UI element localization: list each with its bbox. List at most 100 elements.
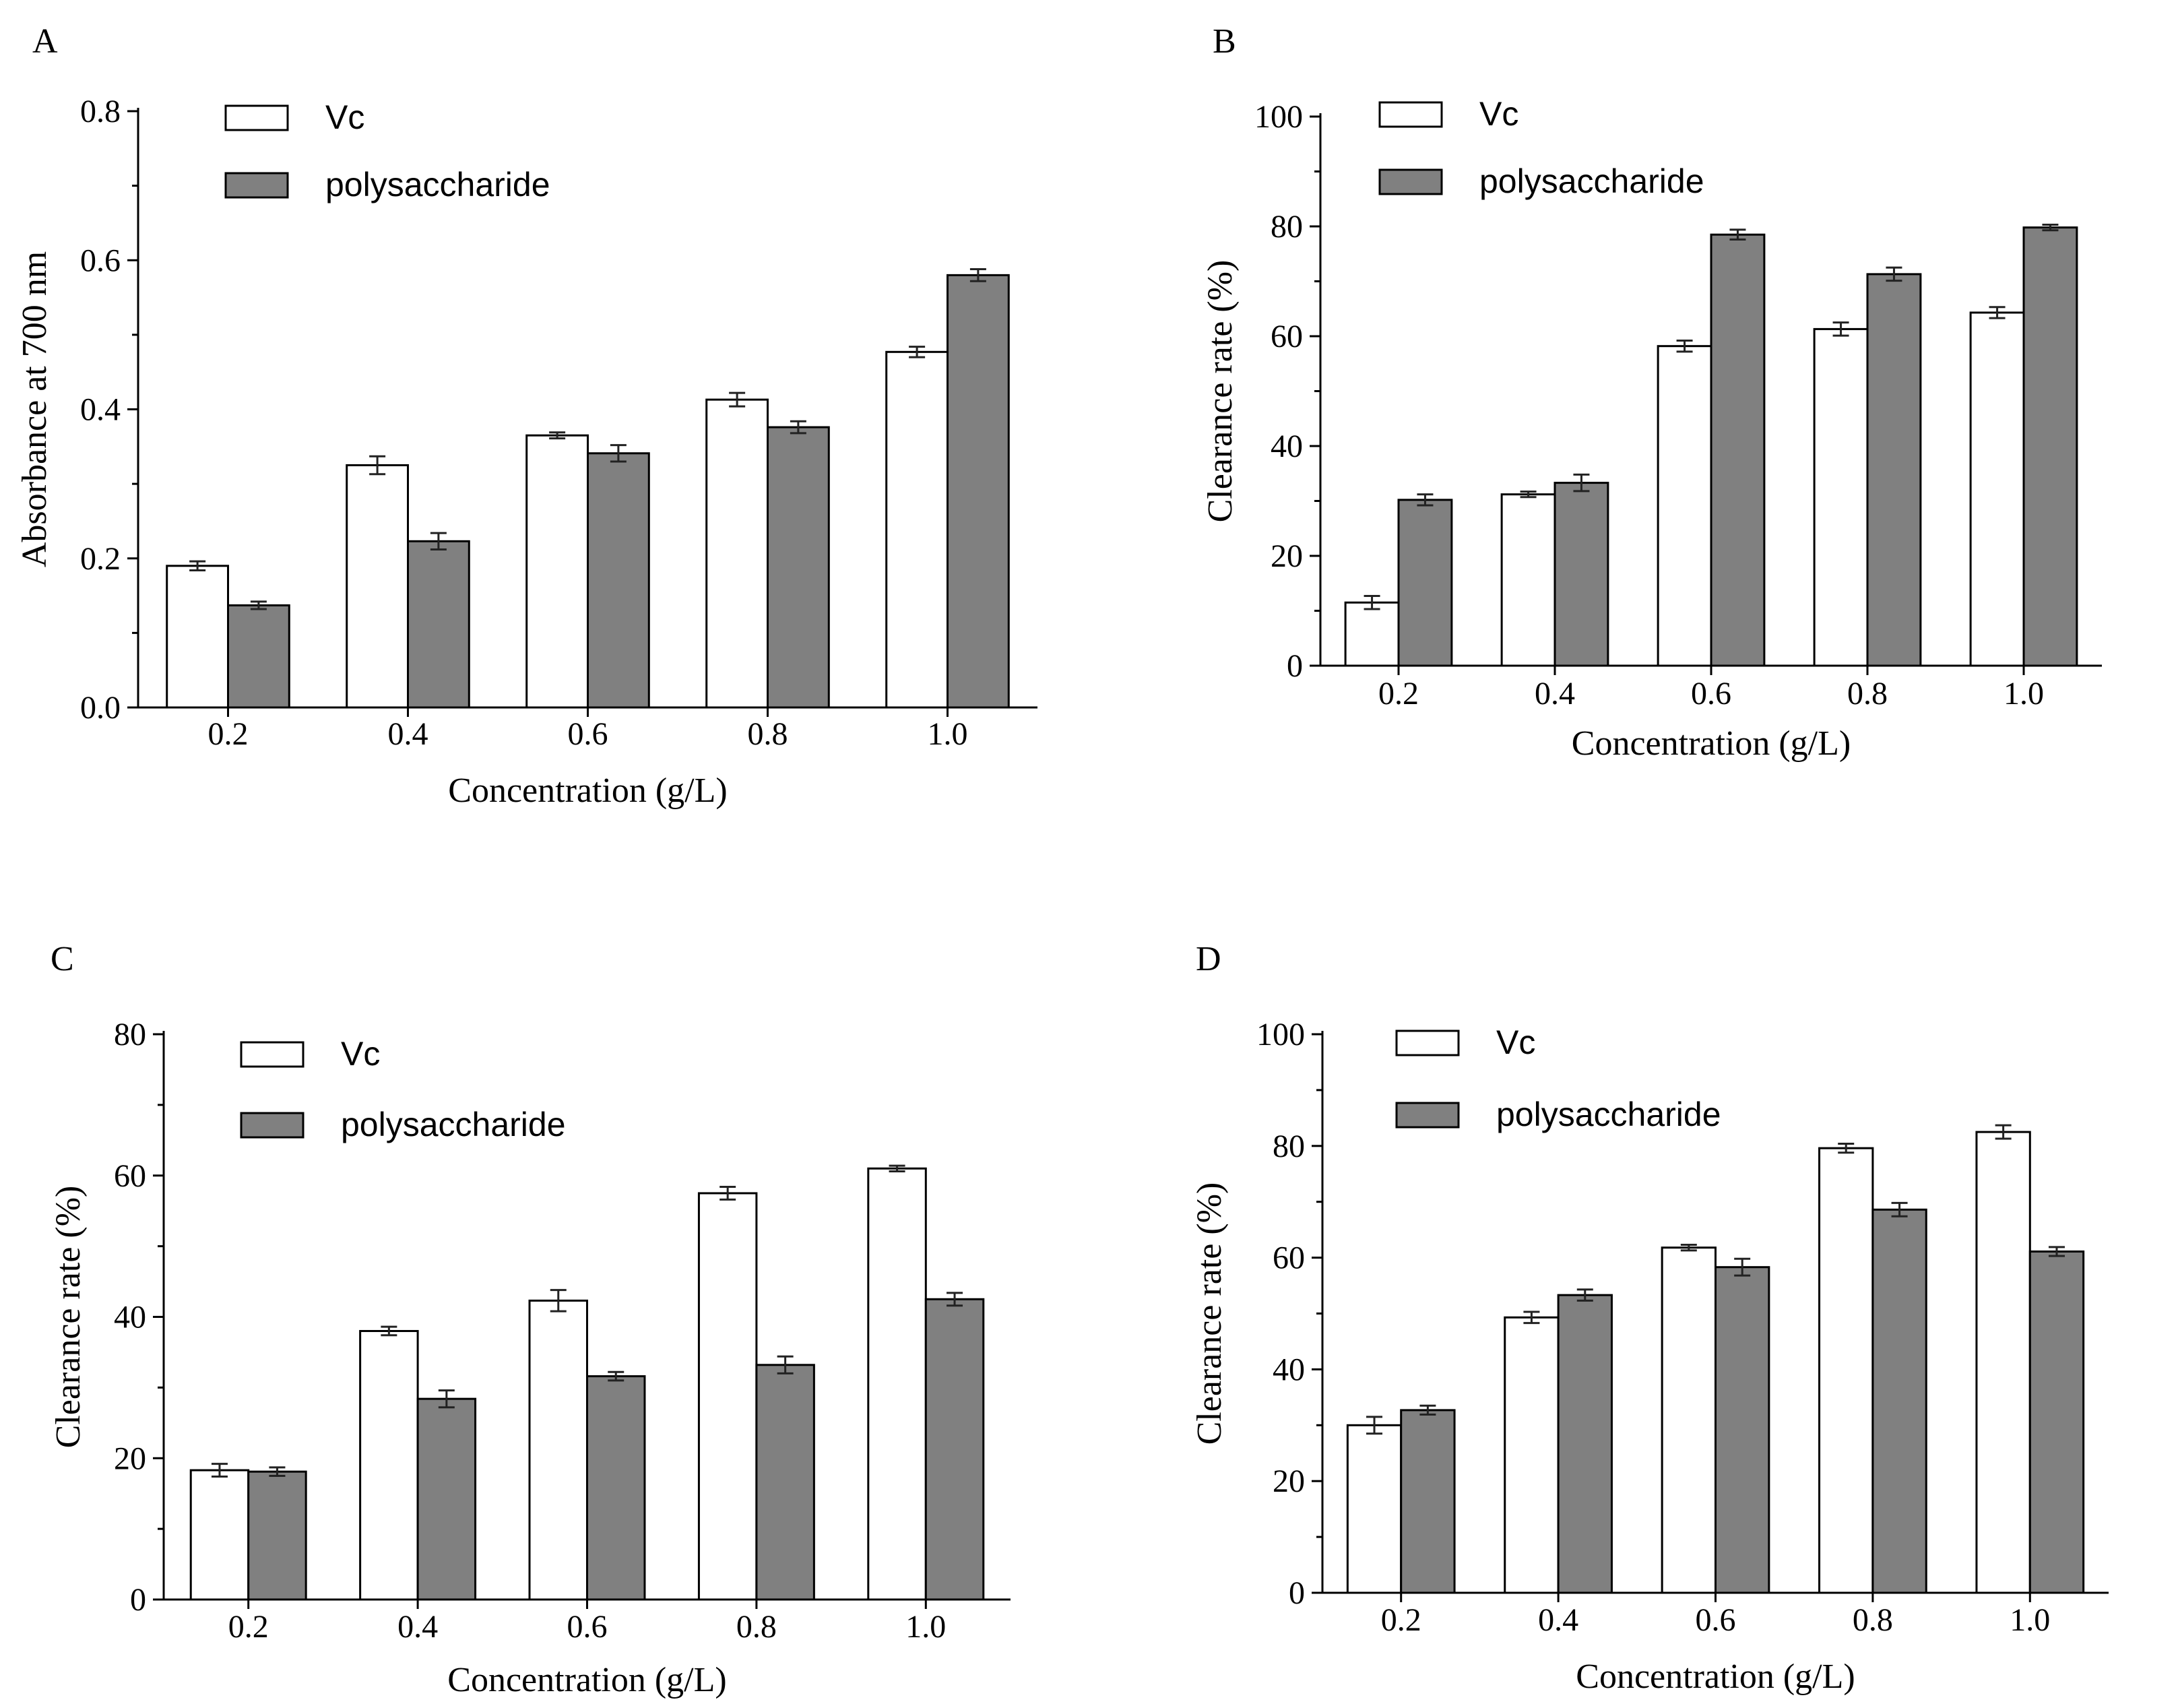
y-tick-label: 0.6	[80, 243, 121, 278]
chart-panel-a: A 0.0 0.2 0.4 0.6 0.8 0.2 0.4 0.6 0.8 1.0 Concentra…	[15, 22, 1037, 810]
error-bar-vc-3	[1838, 1142, 1855, 1154]
y-tick-label: 20	[1271, 538, 1303, 574]
y-tick-label: 60	[114, 1158, 146, 1194]
y-tick-label: 80	[114, 1017, 146, 1052]
bar-vc-4	[1975, 1131, 2031, 1594]
legend-swatch-vc	[240, 1041, 305, 1068]
legend-label-vc: Vc	[341, 1035, 380, 1073]
x-tick-label: 0.8	[1847, 676, 1888, 711]
error-bar-vc-0	[1364, 594, 1380, 610]
x-tick-label: 0.6	[568, 716, 608, 752]
error-bar-polysaccharide-0	[269, 1466, 286, 1477]
bar-vc-2	[525, 434, 589, 709]
y-tick-label: 40	[1273, 1352, 1305, 1387]
bar-polysaccharide-0	[1397, 499, 1453, 667]
error-bar-polysaccharide-0	[250, 600, 267, 610]
y-tick-label: 0.2	[80, 541, 121, 577]
legend-swatch-polysaccharide	[240, 1112, 305, 1139]
bar-vc-2	[1657, 345, 1712, 667]
error-bar-vc-2	[549, 431, 566, 440]
error-bar-polysaccharide-1	[1576, 1288, 1593, 1302]
error-bar-vc-3	[1832, 321, 1849, 337]
x-tick-label: 0.8	[736, 1609, 777, 1645]
error-bar-vc-4	[1989, 306, 2006, 319]
error-bar-vc-4	[1995, 1124, 2012, 1140]
error-bar-vc-2	[550, 1289, 567, 1312]
y-tick-label: 100	[1254, 99, 1303, 135]
y-tick-label: 60	[1271, 319, 1303, 354]
x-tick-label: 0.2	[1381, 1602, 1421, 1638]
bar-polysaccharide-1	[407, 540, 470, 709]
legend: Vc polysaccharide	[1378, 95, 1704, 200]
y-tick-label: 0.0	[80, 690, 121, 726]
error-bar-vc-1	[1523, 1310, 1540, 1325]
error-bar-polysaccharide-2	[608, 1370, 624, 1382]
chart-panel-d: D 0 20 40 60 80 100 0.2 0.4 0.6 0.8 1.0 Concentratio…	[1190, 940, 2109, 1696]
bar-polysaccharide-0	[247, 1470, 307, 1601]
x-axis-label: Concentration (g/L)	[1572, 724, 1851, 763]
error-bar-vc-1	[381, 1325, 397, 1337]
x-axis-label: Concentration (g/L)	[1576, 1657, 1855, 1696]
error-bar-polysaccharide-1	[430, 532, 447, 550]
panel-label: A	[32, 22, 58, 61]
legend-swatch-vc	[1378, 101, 1443, 128]
x-tick-label: 0.8	[748, 716, 788, 752]
bar-vc-0	[1346, 1424, 1403, 1594]
x-tick-label: 0.8	[1853, 1602, 1893, 1638]
error-bar-vc-2	[1680, 1244, 1697, 1252]
bar-polysaccharide-0	[1400, 1409, 1456, 1594]
error-bar-vc-0	[189, 560, 206, 571]
x-tick-label: 0.4	[388, 716, 428, 752]
error-bar-vc-3	[729, 391, 746, 408]
error-bar-vc-1	[1520, 491, 1537, 499]
legend: Vc polysaccharide	[224, 98, 550, 203]
legend-swatch-polysaccharide	[1395, 1102, 1460, 1129]
panel-label: C	[51, 940, 74, 978]
chart-panel-c: C 0 20 40 60 80 0.2 0.4 0.6 0.8 1.0 Concentration (…	[49, 940, 1011, 1699]
error-bar-polysaccharide-2	[1729, 228, 1746, 241]
y-axis-label: Absorbance at 700 nm	[15, 251, 54, 567]
x-axis-label: Concentration (g/L)	[447, 1661, 726, 1699]
bar-vc-1	[1500, 493, 1556, 667]
y-tick-label: 0	[1289, 1575, 1305, 1611]
bar-polysaccharide-1	[1557, 1294, 1613, 1594]
y-axis-label: Clearance rate (%)	[1190, 1182, 1229, 1445]
bar-vc-3	[697, 1192, 758, 1601]
x-tick-label: 0.4	[1538, 1602, 1578, 1638]
bar-vc-3	[705, 398, 769, 709]
y-tick-label: 40	[114, 1300, 146, 1335]
x-tick-label: 1.0	[905, 1609, 946, 1645]
panel-label: B	[1213, 22, 1236, 61]
x-axis-label: Concentration (g/L)	[448, 771, 727, 810]
error-bar-polysaccharide-1	[1573, 473, 1590, 493]
legend-label-vc: Vc	[325, 98, 364, 136]
bar-polysaccharide-3	[1866, 273, 1922, 667]
bar-polysaccharide-2	[1710, 233, 1766, 667]
error-bar-vc-4	[889, 1164, 905, 1172]
bar-vc-4	[1969, 311, 2025, 667]
y-tick-label: 0.4	[80, 392, 121, 428]
error-bar-vc-2	[1676, 340, 1693, 353]
error-bar-polysaccharide-3	[777, 1355, 794, 1374]
error-bar-polysaccharide-0	[1417, 493, 1434, 507]
legend: Vc polysaccharide	[1395, 1023, 1721, 1133]
bar-polysaccharide-4	[947, 274, 1010, 709]
x-tick-label: 0.6	[567, 1609, 608, 1645]
bar-polysaccharide-1	[416, 1397, 477, 1601]
bar-polysaccharide-4	[2022, 226, 2078, 667]
error-bar-polysaccharide-4	[969, 268, 986, 282]
y-tick-label: 40	[1271, 429, 1303, 464]
y-tick-label: 100	[1256, 1017, 1305, 1052]
x-tick-label: 0.6	[1696, 1602, 1736, 1638]
bar-polysaccharide-2	[587, 452, 650, 709]
bar-polysaccharide-2	[586, 1375, 646, 1601]
error-bar-vc-0	[1366, 1416, 1383, 1435]
x-tick-label: 1.0	[2004, 676, 2044, 711]
bar-vc-1	[359, 1329, 419, 1601]
y-tick-label: 0	[130, 1582, 146, 1618]
error-bar-vc-1	[369, 455, 386, 476]
error-bar-polysaccharide-2	[610, 444, 627, 463]
error-bar-polysaccharide-3	[790, 420, 806, 435]
error-bar-vc-3	[719, 1186, 736, 1201]
